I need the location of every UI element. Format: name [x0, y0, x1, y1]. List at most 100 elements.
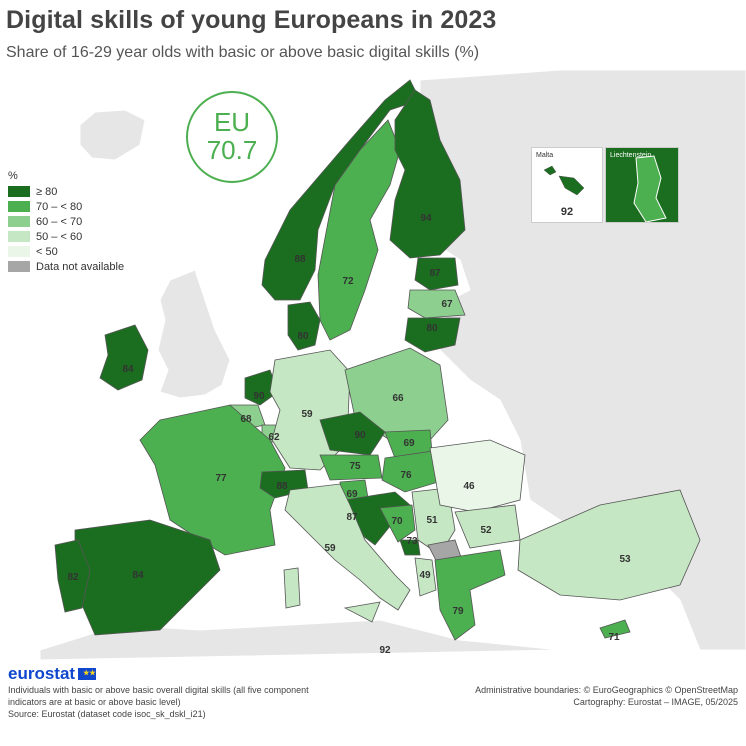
country-portugal	[54, 539, 91, 613]
inset-liechtenstein: Liechtenstein	[605, 147, 679, 223]
country-france	[139, 404, 286, 556]
eu-value: 70.7	[206, 135, 258, 165]
credits-boundaries: Administrative boundaries: © EuroGeograp…	[475, 685, 738, 695]
label-france: 77	[215, 473, 227, 484]
label-bosnia: 70	[391, 516, 403, 527]
land-uk	[157, 269, 231, 399]
credits: Administrative boundaries: © EuroGeograp…	[475, 684, 738, 708]
legend-swatch	[8, 231, 30, 242]
legend-item: 60 – < 70	[8, 214, 124, 229]
legend-label: Data not available	[36, 260, 125, 273]
label-croatia: 87	[346, 512, 358, 523]
legend-label: ≥ 80	[36, 185, 58, 198]
country-cyprus	[599, 619, 631, 639]
label-switzerland: 88	[276, 481, 288, 492]
label-sweden: 72	[342, 276, 354, 287]
country-norway	[261, 79, 421, 301]
country-turkiye	[517, 489, 701, 601]
eu-label: EU	[213, 107, 251, 137]
country-denmark	[287, 301, 321, 351]
country-czechia	[319, 411, 386, 456]
label-albania: 49	[419, 570, 431, 581]
country-ireland	[99, 324, 149, 391]
legend-label: 70 – < 80	[36, 200, 83, 213]
label-belgium: 68	[240, 414, 252, 425]
label-portugal: 82	[67, 572, 79, 583]
legend-swatch	[8, 261, 30, 272]
country-lithuania	[404, 317, 461, 353]
legend-item: 70 – < 80	[8, 199, 124, 214]
inset-liechtenstein-name: Liechtenstein	[610, 152, 652, 159]
country-greece	[434, 549, 506, 641]
logo-text: eurostat	[8, 664, 76, 683]
label-bulgaria: 52	[480, 525, 492, 536]
label-norway: 88	[294, 254, 306, 265]
label-slovenia: 69	[346, 489, 358, 500]
source-text: Source: Eurostat (dataset code isoc_sk_d…	[8, 709, 206, 719]
legend-label: < 50	[36, 245, 58, 258]
legend-swatch	[8, 246, 30, 257]
label-finland: 94	[420, 213, 432, 224]
label-netherlands: 90	[253, 391, 265, 402]
label-italy: 59	[324, 543, 336, 554]
label-slovakia: 69	[403, 438, 415, 449]
label-lithuania: 80	[426, 323, 438, 334]
country-netherlands	[244, 369, 279, 406]
inset-malta: Malta 92	[531, 147, 603, 223]
legend: % ≥ 80 70 – < 80 60 – < 70 50 – < 60 < 5…	[8, 170, 124, 274]
label-hungary: 76	[400, 470, 412, 481]
label-czechia: 90	[354, 430, 366, 441]
land-iceland	[79, 109, 146, 161]
legend-unit: %	[8, 170, 18, 182]
label-luxembourg: 62	[268, 432, 280, 443]
legend-label: 50 – < 60	[36, 230, 83, 243]
country-albania	[414, 557, 437, 597]
credits-cartography: Cartography: Eurostat – IMAGE, 05/2025	[573, 697, 738, 707]
country-montenegro	[399, 539, 421, 556]
eu-average-badge: EU 70.7	[186, 91, 278, 183]
label-romania: 46	[463, 481, 475, 492]
label-estonia: 87	[429, 268, 441, 279]
country-spain	[74, 519, 221, 636]
page-title: Digital skills of young Europeans in 202…	[6, 6, 497, 34]
country-bosnia	[379, 504, 416, 543]
label-spain: 84	[132, 570, 144, 581]
legend-swatch	[8, 186, 30, 197]
label-denmark: 80	[297, 331, 309, 342]
label-latvia: 67	[441, 299, 453, 310]
label-turkiye: 53	[619, 554, 631, 565]
label-serbia: 51	[426, 515, 438, 526]
eurostat-logo: eurostat ★★	[8, 664, 97, 684]
legend-item: Data not available	[8, 259, 124, 274]
legend-item: 50 – < 60	[8, 229, 124, 244]
country-italy	[284, 483, 411, 611]
label-germany: 59	[301, 409, 313, 420]
label-austria: 75	[349, 461, 361, 472]
label-cyprus: 71	[608, 632, 620, 643]
inset-malta-name: Malta	[536, 152, 554, 159]
legend-label: 60 – < 70	[36, 215, 83, 228]
page-subtitle: Share of 16-29 year olds with basic or a…	[6, 44, 480, 61]
country-latvia	[407, 289, 466, 319]
eu-flag-icon: ★★	[78, 668, 97, 680]
footnote-text: Individuals with basic or above basic ov…	[8, 685, 309, 707]
legend-item: ≥ 80	[8, 184, 124, 199]
footnote: Individuals with basic or above basic ov…	[8, 684, 338, 720]
label-ireland: 84	[122, 364, 134, 375]
country-romania	[429, 439, 526, 513]
malta-shape	[543, 165, 585, 196]
label-poland: 66	[392, 393, 404, 404]
country-sardinia	[283, 567, 301, 609]
label-greece: 79	[452, 606, 464, 617]
country-sweden	[317, 119, 401, 341]
legend-swatch	[8, 216, 30, 227]
country-finland	[389, 89, 466, 259]
liechtenstein-shape	[606, 148, 678, 222]
country-estonia	[414, 257, 459, 291]
label-montenegro: 73	[406, 536, 418, 547]
label-malta: 92	[379, 645, 391, 656]
inset-malta-value: 92	[560, 206, 574, 218]
value-labels: 94 72 88 87 67 80 80 84 90 68 62 59 66 9…	[67, 213, 631, 656]
legend-item: < 50	[8, 244, 124, 259]
legend-swatch	[8, 201, 30, 212]
